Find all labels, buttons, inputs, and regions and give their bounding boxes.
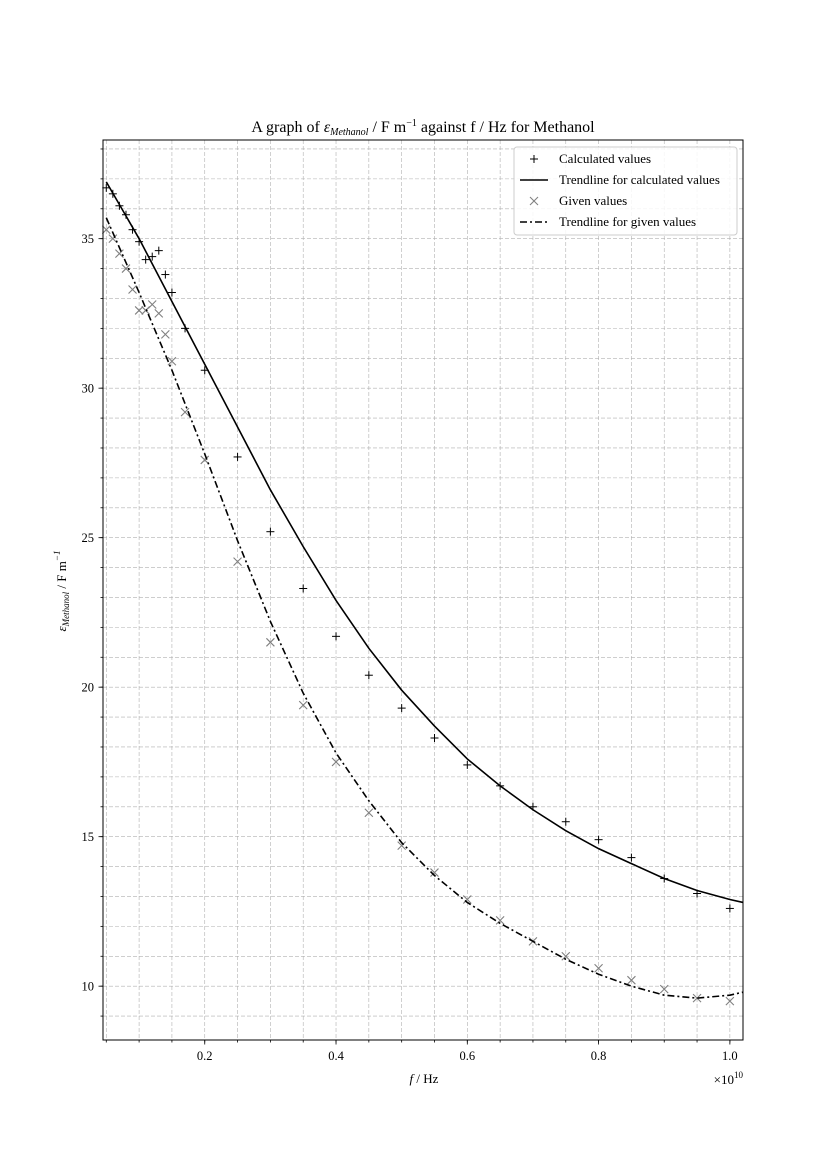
data-point-x [200, 455, 210, 465]
y-tick-label: 25 [82, 531, 95, 545]
data-point-plus [594, 835, 603, 844]
x-tick-label: 0.2 [197, 1049, 213, 1063]
data-point-x [147, 300, 157, 309]
data-point-plus [266, 527, 275, 536]
legend-item-trendline-calculated: Trendline for calculated values [520, 172, 720, 187]
chart-title: A graph of εMethanol / F m−1 against f /… [251, 118, 595, 138]
data-point-x [154, 309, 164, 318]
data-point-x [121, 264, 131, 273]
data-point-x [561, 951, 571, 961]
data-point-plus [167, 288, 176, 297]
data-point-x [594, 963, 603, 973]
legend-item-given-values: Given values [529, 193, 627, 208]
series-given-values [101, 225, 735, 1006]
data-point-x [430, 868, 439, 877]
data-point-x [128, 285, 137, 294]
plot-frame [102, 139, 744, 1041]
legend-marker-plus [530, 155, 538, 163]
data-point-plus [332, 632, 341, 641]
data-point-x [167, 356, 177, 366]
data-point-x [495, 916, 505, 925]
legend-label: Trendline for given values [559, 214, 696, 229]
data-point-plus [725, 904, 734, 913]
x-axis-label: f / Hz [410, 1071, 439, 1086]
legend-box [513, 146, 738, 236]
data-point-plus [364, 671, 373, 680]
trendline [105, 217, 744, 999]
data-point-plus [627, 853, 636, 862]
grid [103, 140, 743, 1040]
x-axis-scale-label: ×1010 [714, 1070, 744, 1087]
y-axis-label: εMethanol / F m−1 [52, 551, 71, 632]
series-layer [101, 181, 744, 1006]
series-calculated-values [102, 183, 734, 913]
legend: Calculated values Trendline for calculat… [513, 146, 738, 236]
series-trendline-for-calculated-values [105, 181, 744, 904]
data-point-plus [463, 760, 472, 769]
data-point-x [627, 975, 636, 985]
data-point-x [725, 996, 735, 1006]
legend-marker-x [529, 196, 539, 206]
series-trendline-for-given-values [105, 217, 744, 999]
data-point-x [115, 249, 124, 259]
data-point-x [101, 225, 111, 235]
data-point-plus [430, 734, 439, 743]
legend-item-trendline-given: Trendline for given values [520, 214, 696, 229]
y-tick-label: 20 [82, 681, 95, 695]
x-tick-label: 0.6 [459, 1049, 475, 1063]
data-point-x [180, 407, 190, 417]
axis-ticks: 0.2 0.4 0.6 0.8 1.0 10 15 20 25 30 35 [82, 148, 738, 1063]
data-point-plus [161, 270, 170, 279]
data-point-x [265, 637, 275, 647]
legend-item-calculated-values: Calculated values [530, 151, 651, 166]
data-point-x [397, 841, 407, 851]
x-tick-label: 0.4 [328, 1049, 344, 1063]
data-point-x [462, 895, 472, 904]
data-point-x [160, 329, 170, 339]
legend-label: Trendline for calculated values [559, 172, 720, 187]
data-point-plus [154, 246, 163, 255]
data-point-plus [148, 252, 157, 261]
y-tick-label: 15 [82, 830, 95, 844]
data-point-x [659, 984, 669, 994]
trendline [105, 181, 744, 904]
x-tick-label: 0.8 [591, 1049, 607, 1063]
x-tick-label: 1.0 [722, 1049, 738, 1063]
y-tick-label: 35 [82, 232, 95, 246]
data-point-x [108, 234, 118, 244]
data-point-plus [530, 155, 538, 163]
data-point-x [298, 700, 308, 710]
data-point-x [233, 557, 242, 566]
data-point-plus [233, 452, 242, 461]
data-point-x [529, 196, 539, 206]
data-point-x [134, 306, 144, 315]
y-tick-label: 10 [82, 980, 95, 994]
data-point-plus [299, 584, 308, 593]
data-point-x [331, 757, 341, 767]
legend-label: Calculated values [559, 151, 651, 166]
data-point-x [364, 808, 374, 818]
data-point-plus [397, 704, 406, 713]
y-tick-label: 30 [82, 382, 95, 396]
legend-label: Given values [559, 193, 627, 208]
data-point-plus [561, 817, 570, 826]
data-point-plus [141, 255, 150, 264]
data-point-x [692, 993, 702, 1003]
